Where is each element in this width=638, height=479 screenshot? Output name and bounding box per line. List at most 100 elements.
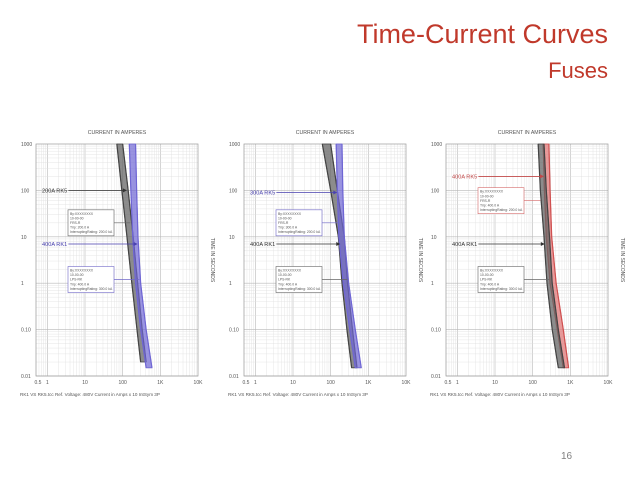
y-tick-label: 1 [431,281,434,287]
callout-line: 10-00-00 [70,216,84,220]
curve-label: 200A RK5 [42,188,67,194]
y-tick-label: 0.10 [431,328,441,334]
y-tick-label: 1 [21,281,24,287]
arrow-head [133,241,138,246]
y-tick-label: 100 [431,188,440,194]
y-tick-label: 1 [229,281,232,287]
x-tick-label: 10 [492,380,498,386]
callout-box [477,266,525,293]
x-tick-label: 10 [290,380,296,386]
callout-line: By:XXXXXXXX [70,212,94,216]
y-tick-label: 100 [21,188,30,194]
callout-line: InterruptingRating: 300.0 kA [70,287,113,291]
callout-line: Trip: 400.0 A [278,282,298,286]
curve-min-melt [335,143,356,368]
y-axis-label: TIME IN SECONDS [209,238,215,283]
callout-line: Trip: 400.0 A [480,203,500,207]
callout-line: By:XXXXXXXX [70,269,94,273]
callout-box [477,187,525,214]
y-tick-label: 10 [21,235,27,241]
y-tick-label: 10 [431,235,437,241]
callout-line: LPS-RK [70,278,83,282]
chart-title: CURRENT IN AMPERES [498,130,557,136]
arrow-head [333,190,338,195]
y-tick-label: 1000 [431,142,442,148]
curve-label: 400A RK1 [452,242,477,248]
x-tick-label: 100 [118,380,127,386]
curve-min-melt [321,143,353,368]
grid [243,144,406,377]
x-tick-label: 0.5 [243,380,250,386]
y-tick-label: 0.10 [229,328,239,334]
y-tick-label: 10 [229,235,235,241]
callout-line: InterruptingRating: 200.0 kA [278,230,321,234]
y-tick-label: 100 [229,188,238,194]
chart-footer: RK1 VS RK5.tcc Ref. Voltage: 480V Curren… [20,392,160,397]
chart-title: CURRENT IN AMPERES [88,130,147,136]
curve-label: 400A RK1 [250,242,275,248]
callout-line: By:XXXXXXXX [480,190,504,194]
y-tick-label: 0.01 [431,374,441,380]
x-tick-label: 10 [82,380,88,386]
callout-line: 10-00-00 [278,273,292,277]
callout-line: LPS-RK [278,278,291,282]
y-axis-label: TIME IN SECONDS [417,238,423,283]
x-tick-label: 0.5 [35,380,42,386]
x-tick-label: 1K [157,380,164,386]
callout-box [275,209,323,237]
slide-subtitle: Fuses [548,58,608,83]
page-number: 16 [561,451,573,462]
callout-line: Trip: 400.0 A [70,282,90,286]
x-tick-label: 1K [567,380,574,386]
curve-label: 300A RK5 [250,191,275,197]
callout-line: FRS-R [480,199,491,203]
x-tick-label: 1K [365,380,372,386]
x-tick-label: 10K [194,380,204,386]
callout-box [275,266,323,293]
callout-line: InterruptingRating: 200.0 kA [70,230,113,234]
curve-max-clear [543,143,566,368]
curve-min-melt [128,143,147,368]
x-tick-label: 10K [604,380,614,386]
callout-line: InterruptingRating: 300.0 kA [480,287,523,291]
arrow-head [540,174,545,179]
callout-line: FRS-R [278,221,289,225]
arrow-head [540,241,545,246]
callout-line: Trip: 200.0 A [70,226,90,230]
plot-frame [445,143,609,377]
curve-min-melt [537,143,559,368]
callout-line: By:XXXXXXXX [480,269,504,273]
y-tick-label: 0.01 [229,374,239,380]
arrow-head [122,188,127,193]
callout-line: By:XXXXXXXX [278,269,302,273]
x-tick-label: 1 [46,380,49,386]
y-tick-label: 0.01 [21,374,31,380]
x-tick-label: 100 [528,380,537,386]
slide-title: Time-Current Curves [356,19,608,49]
callout-line: 10-00-00 [480,194,494,198]
x-tick-label: 100 [326,380,335,386]
callout-box [67,266,115,293]
curve-label: 400A RK5 [452,174,477,180]
x-tick-label: 1 [456,380,459,386]
curve-min-melt [116,143,142,363]
x-tick-label: 0.5 [445,380,452,386]
callout-line: 10-00-00 [70,273,84,277]
callout-line: By:XXXXXXXX [278,212,302,216]
curve-max-clear [548,143,570,368]
chart-footer: RK1 VS RK5.tcc Ref. Voltage: 480V Curren… [228,392,368,397]
curve-max-clear [341,143,362,368]
chart-title: CURRENT IN AMPERES [296,130,355,136]
y-tick-label: 0.10 [21,328,31,334]
curve-max-clear [134,143,153,368]
grid [35,144,198,377]
arrow-head [336,241,341,246]
y-tick-label: 1000 [229,142,240,148]
callout-line: 10-00-00 [278,216,292,220]
callout-line: Trip: 400.0 A [480,282,500,286]
callout-line: FRS-R [70,221,81,225]
callout-line: InterruptingRating: 300.0 kA [278,287,321,291]
chart-footer: RK1 VS RK5.tcc Ref. Voltage: 480V Curren… [430,392,570,397]
